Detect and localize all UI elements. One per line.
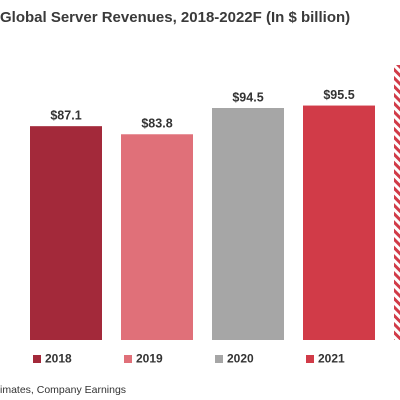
- legend-label: 2021: [318, 352, 345, 366]
- bar: [303, 105, 375, 340]
- legend-label: 2018: [45, 352, 72, 366]
- legend-swatch: [33, 355, 41, 363]
- bar: [121, 134, 193, 340]
- value-label: $87.1: [50, 108, 81, 122]
- source-note: imates, Company Earnings: [0, 384, 126, 396]
- bar: [212, 108, 284, 340]
- legend-swatch: [306, 355, 314, 363]
- legend-label: 2019: [136, 352, 163, 366]
- value-label: $95.5: [323, 88, 354, 102]
- value-label: $83.8: [141, 117, 172, 131]
- value-label: $94.5: [232, 90, 263, 104]
- legend-swatch: [215, 355, 223, 363]
- legend-label: 2020: [227, 352, 254, 366]
- bar: [30, 126, 102, 341]
- chart-title: Global Server Revenues, 2018-2022F (In $…: [0, 9, 350, 26]
- legend-swatch: [124, 355, 132, 363]
- bar: [394, 65, 400, 340]
